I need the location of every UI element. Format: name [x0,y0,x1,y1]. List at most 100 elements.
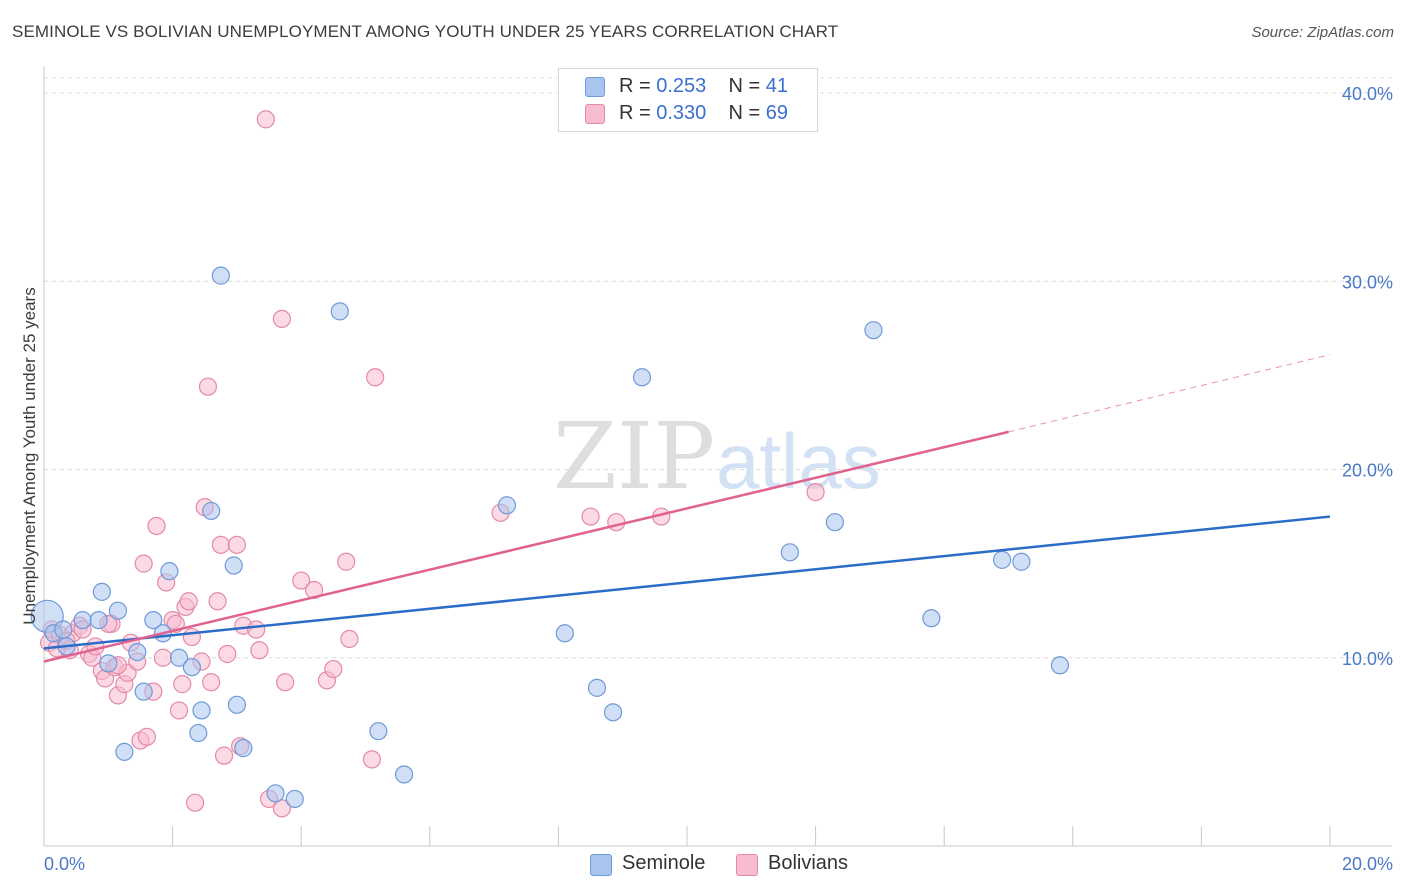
seminole-legend-swatch [590,854,612,876]
seminole-point-8 [108,601,128,620]
watermark-atlas: atlas [716,417,881,505]
bolivians-legend-label: Bolivians [768,852,849,874]
bolivian-point-45 [250,641,269,660]
y-tick-label-1: 20.0% [1342,461,1393,481]
seminole-trend-line [43,515,1331,650]
seminole-point-6 [92,582,111,601]
bolivian-point-40 [218,644,237,664]
bolivian-point-27 [169,701,189,720]
bolivian-point-49 [276,673,295,692]
seminole-point-13 [160,562,179,581]
seminole-point-14 [169,648,189,667]
bolivian-point-32 [186,793,205,812]
bolivian-point-19 [137,727,156,746]
bolivian-point-38 [211,535,230,554]
bolivian-point-48 [272,309,292,328]
bolivian-point-55 [340,629,359,649]
seminole-point-4 [73,610,92,630]
seminole-point-17 [192,701,211,720]
seminole-point-5 [89,610,108,630]
chart-title: SEMINOLE VS BOLIVIAN UNEMPLOYMENT AMONG … [12,22,839,41]
bolivian-point-50 [292,571,311,590]
bolivian-point-54 [337,552,356,571]
bolivian-point-31 [182,627,201,647]
bolivian-point-23 [153,648,173,667]
seminole-point-24 [285,789,304,809]
axes [43,66,1392,847]
seminole-point-28 [497,496,517,515]
bolivian-point-41 [227,535,246,554]
seminole-point-20 [224,556,243,575]
bolivian-point-8 [86,637,105,656]
seminole-point-9 [128,643,147,662]
seminole-n-value: 41 [765,75,789,97]
source-credit: Source: ZipAtlas.com [1251,24,1394,41]
bolivians-swatch [585,104,605,124]
bolivian-point-37 [208,592,227,611]
stats-legend: R = 0.253 N = 41 R = 0.330 N = 69 [558,68,818,132]
seminole-point-7 [99,654,118,673]
bolivian-point-63 [607,513,626,532]
bolivian-point-47 [272,799,292,818]
bolivian-trend-line [43,430,1009,663]
bolivians-n-value: 69 [765,102,789,124]
seminole-point-31 [603,703,623,722]
seminole-point-19 [211,266,230,285]
y-tick-label-0: 10.0% [1342,649,1393,669]
seminole-point-22 [234,739,253,758]
seminole-r-label: R = [619,75,651,97]
bolivian-point-60 [256,110,275,129]
seminole-point-21 [227,695,246,714]
seminole-point-34 [780,543,799,562]
y-tick-label-2: 30.0% [1342,272,1393,292]
trend-lines [43,354,1331,663]
seminole-point-30 [587,678,607,697]
bolivian-point-53 [324,659,343,679]
seminole-n-label: N = [728,75,761,97]
gridlines [44,77,1392,659]
bolivian-trend-extension [1008,354,1331,433]
bolivian-point-20 [134,554,153,573]
seminole-point-23 [266,784,285,803]
y-tick-label-3: 40.0% [1342,84,1393,104]
x-tick-label-0: 0.0% [44,854,85,874]
seminole-point-15 [182,658,201,677]
seminole-point-36 [864,321,883,340]
watermark: ZIP atlas [553,403,881,510]
tick-labels: 10.0% 20.0% 30.0% 40.0% 0.0% 20.0% [44,84,1393,874]
bolivian-point-44 [247,620,266,639]
seminole-point-37 [922,609,941,628]
bolivian-point-65 [806,482,825,502]
seminole-swatch [585,77,605,97]
bolivian-point-35 [198,377,218,396]
bolivian-point-62 [581,507,600,526]
bolivians-r-value: 0.330 [656,102,707,124]
seminole-point-11 [144,610,163,630]
bolivians-legend-swatch [736,854,758,876]
seminole-point-32 [632,368,652,387]
seminole-point-29 [555,624,574,643]
x-tick-label-1: 20.0% [1342,854,1393,874]
seminole-legend-label: Seminole [622,852,706,874]
seminole-point-10 [134,682,153,701]
seminole-point-39 [1012,552,1031,571]
seminole-point-27 [394,765,414,784]
bolivian-point-57 [362,750,382,769]
bolivian-point-28 [173,675,192,694]
seminole-point-2 [54,620,73,639]
seminole-point-26 [369,722,388,741]
y-axis-label: Unemployment Among Youth under 25 years [20,287,39,624]
seminole-point-38 [992,550,1012,569]
bolivians-n-label: N = [728,102,761,124]
seminole-point-18 [202,501,221,521]
seminole-point-40 [1050,656,1070,675]
seminole-point-16 [189,723,208,743]
watermark-zip: ZIP [553,403,715,510]
bolivian-point-56 [366,368,385,387]
seminole-point-33 [115,742,134,761]
bolivian-point-36 [202,673,221,692]
bolivian-point-30 [179,592,198,611]
bolivian-point-22 [147,516,166,536]
seminole-point-35 [825,513,844,532]
